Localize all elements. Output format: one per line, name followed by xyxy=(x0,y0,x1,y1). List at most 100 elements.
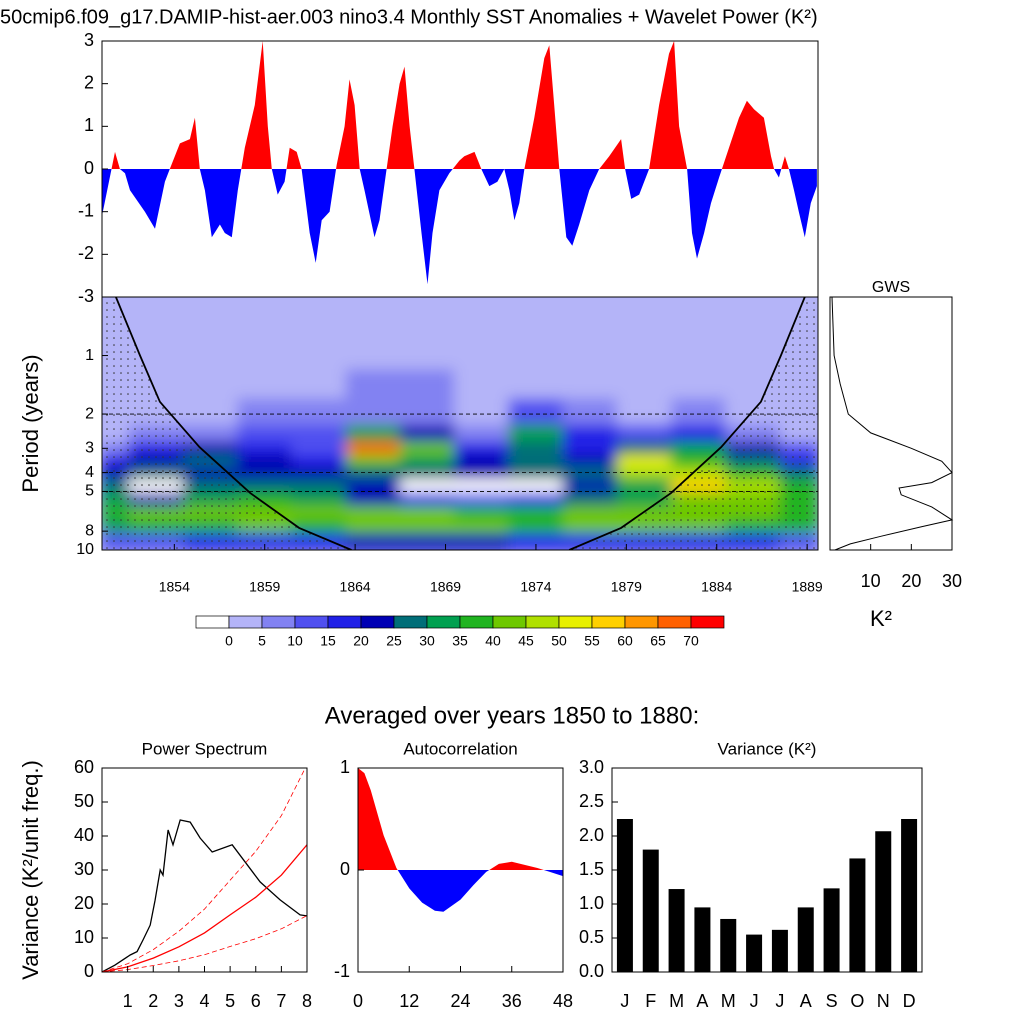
series-line xyxy=(102,915,307,972)
colorbar-label: 30 xyxy=(419,633,435,649)
bar xyxy=(616,819,633,972)
colorbar-swatch xyxy=(492,615,527,629)
colorbar-swatch xyxy=(393,615,428,629)
y-tick-label: 10 xyxy=(74,927,94,947)
x-tick-label: M xyxy=(721,991,736,1011)
y-tick-label: 50 xyxy=(74,791,94,811)
y-tick-label: 2 xyxy=(84,72,94,92)
colorbar-label: 70 xyxy=(683,633,699,649)
y-tick-label: -1 xyxy=(334,961,350,981)
panel-title: GWS xyxy=(872,279,910,296)
plot-frame xyxy=(101,296,819,551)
bar xyxy=(720,918,737,972)
x-tick-label: O xyxy=(850,991,864,1011)
contour-clip xyxy=(102,297,818,550)
x-tick-label: 20 xyxy=(901,571,921,591)
bar xyxy=(746,934,763,972)
bar xyxy=(849,858,866,972)
colorbar-swatch xyxy=(228,615,263,629)
panel-title: Autocorrelation xyxy=(403,739,517,758)
colorbar-label: 40 xyxy=(485,633,501,649)
colorbar-label: 20 xyxy=(353,633,369,649)
x-tick-label: 1889 xyxy=(792,579,823,595)
y-tick-label: 1 xyxy=(84,115,94,135)
y-tick-label: 3 xyxy=(84,30,94,50)
plot-frame xyxy=(101,767,308,973)
x-tick-label: 1874 xyxy=(520,579,551,595)
colorbar-swatch xyxy=(360,615,395,629)
series-line xyxy=(102,844,307,972)
bar xyxy=(694,907,711,972)
y-tick-label: 2 xyxy=(85,405,94,422)
colorbar-swatch xyxy=(624,615,659,629)
colorbar-swatch xyxy=(558,615,593,629)
y-axis-label: Variance (K²/unit freq.) xyxy=(18,760,43,980)
x-tick-label: 1864 xyxy=(340,579,371,595)
series-line xyxy=(102,819,307,972)
bar xyxy=(797,907,814,972)
x-tick-label: 48 xyxy=(553,991,573,1011)
x-tick-label: A xyxy=(800,991,812,1011)
colorbar-label: 25 xyxy=(386,633,402,649)
x-tick-label: 0 xyxy=(353,991,363,1011)
section-title: Averaged over years 1850 to 1880: xyxy=(325,702,699,729)
y-tick-label: 10 xyxy=(76,541,94,558)
figure-title: 50cmip6.f09_g17.DAMIP-hist-aer.003 nino3… xyxy=(0,6,818,28)
x-tick-label: 36 xyxy=(502,991,522,1011)
x-tick-label: 1869 xyxy=(430,579,461,595)
x-tick-label: 8 xyxy=(302,991,312,1011)
colorbar-swatch xyxy=(657,615,692,629)
colorbar-label: 10 xyxy=(287,633,303,649)
y-tick-label: 8 xyxy=(85,522,94,539)
colorbar-swatch xyxy=(690,615,725,629)
coi-stipple xyxy=(102,297,818,550)
bar xyxy=(668,889,685,972)
panel-title: Variance (K²) xyxy=(718,739,817,758)
y-tick-label: 60 xyxy=(74,757,94,777)
colorbar-swatch xyxy=(459,615,494,629)
y-tick-label: 0.5 xyxy=(579,927,604,947)
y-tick-label: 40 xyxy=(74,825,94,845)
x-tick-label: J xyxy=(620,991,629,1011)
colorbar-swatch xyxy=(195,615,230,629)
x-tick-label: F xyxy=(645,991,656,1011)
x-tick-label: 1859 xyxy=(249,579,280,595)
colorbar-swatch xyxy=(525,615,560,629)
panel-title: Power Spectrum xyxy=(142,739,268,758)
x-axis-label: K² xyxy=(870,606,892,631)
bar xyxy=(875,831,892,972)
x-tick-label: 3 xyxy=(174,991,184,1011)
y-tick-label: 0 xyxy=(84,961,94,981)
x-tick-label: 1 xyxy=(123,991,133,1011)
colorbar-swatch xyxy=(591,615,626,629)
x-tick-label: 5 xyxy=(225,991,235,1011)
x-tick-label: 24 xyxy=(450,991,470,1011)
x-tick-label: N xyxy=(877,991,890,1011)
y-tick-label: 3 xyxy=(85,440,94,457)
y-tick-label: 20 xyxy=(74,893,94,913)
colorbar-swatch xyxy=(261,615,296,629)
x-tick-label: 6 xyxy=(251,991,261,1011)
x-tick-label: 4 xyxy=(199,991,209,1011)
x-tick-label: 7 xyxy=(276,991,286,1011)
colorbar-swatch xyxy=(294,615,329,629)
bar xyxy=(901,819,918,972)
colorbar-label: 60 xyxy=(617,633,633,649)
x-tick-label: 30 xyxy=(942,571,962,591)
plot-frame xyxy=(829,296,953,551)
area-positive xyxy=(102,41,817,169)
colorbar-swatch xyxy=(426,615,461,629)
y-tick-label: 4 xyxy=(85,464,94,481)
y-tick-label: 1.5 xyxy=(579,859,604,879)
y-axis-label: Period (years) xyxy=(18,354,43,492)
x-tick-label: 2 xyxy=(148,991,158,1011)
bar xyxy=(642,849,659,972)
colorbar-label: 0 xyxy=(225,633,233,649)
x-tick-label: 10 xyxy=(861,571,881,591)
x-tick-label: 1884 xyxy=(701,579,732,595)
y-tick-label: 2.0 xyxy=(579,825,604,845)
plot-frame xyxy=(357,767,564,973)
gws-line xyxy=(831,296,954,551)
